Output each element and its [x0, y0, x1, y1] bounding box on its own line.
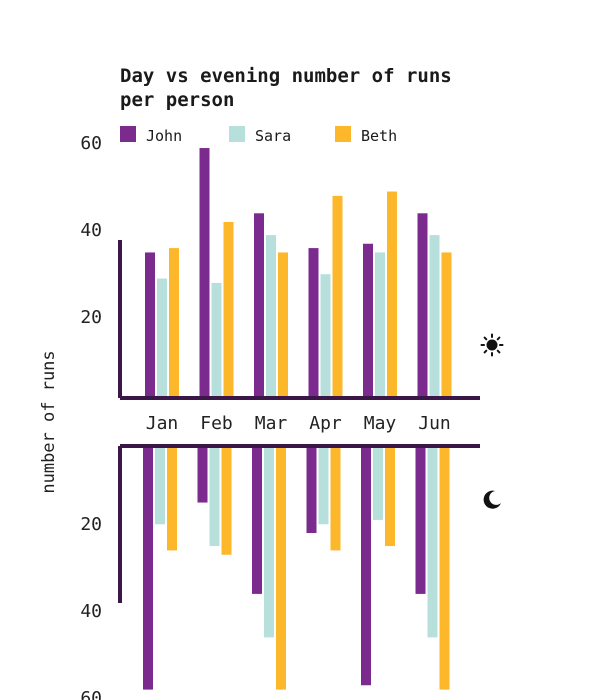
bar-evening-beth-may — [385, 446, 395, 547]
y-tick-evening-20: 20 — [80, 514, 102, 535]
bar-evening-john-mar — [252, 446, 262, 594]
bar-day-john-may — [363, 243, 373, 396]
bar-day-beth-feb — [223, 222, 234, 396]
bar-day-beth-apr — [332, 195, 343, 396]
chart-title-line-2: per person — [120, 89, 234, 111]
month-labels: Jan Feb Mar Apr May Jun — [146, 413, 451, 434]
bar-day-sara-mar — [266, 235, 276, 396]
month-label-feb: Feb — [200, 413, 233, 434]
bar-evening-beth-feb — [221, 446, 232, 555]
bar-evening-sara-may — [373, 446, 383, 520]
bar-day-john-jan — [145, 252, 155, 396]
bar-day-john-feb — [199, 148, 210, 396]
bar-day-sara-jun — [429, 235, 440, 396]
bar-evening-john-feb — [197, 446, 208, 503]
bar-evening-sara-feb — [209, 446, 220, 547]
legend-swatch-john — [120, 126, 136, 142]
month-label-jan: Jan — [146, 413, 179, 434]
bar-day-beth-may — [387, 191, 397, 396]
bars — [143, 148, 452, 690]
bar-evening-beth-jun — [439, 446, 450, 690]
month-label-mar: Mar — [255, 413, 288, 434]
bar-day-sara-apr — [320, 274, 331, 396]
y-tick-day-60: 60 — [80, 133, 102, 154]
y-tick-day-20: 20 — [80, 307, 102, 328]
chart-title-line-1: Day vs evening number of runs — [120, 65, 452, 87]
legend-label-sara: Sara — [255, 127, 291, 145]
y-tick-day-40: 40 — [80, 220, 102, 241]
month-label-apr: Apr — [309, 413, 342, 434]
bar-day-john-mar — [254, 213, 264, 396]
legend-label-john: John — [146, 127, 182, 145]
bar-evening-sara-jan — [155, 446, 165, 525]
y-tick-evening-60: 60 — [80, 688, 102, 700]
legend-swatch-beth — [335, 126, 351, 142]
bar-evening-sara-mar — [264, 446, 274, 638]
bar-evening-beth-jan — [167, 446, 177, 551]
sun-icon — [480, 333, 504, 357]
bar-day-john-apr — [308, 248, 319, 396]
month-label-may: May — [364, 413, 397, 434]
bar-day-sara-may — [375, 252, 385, 396]
y-ticks: 60 40 20 20 40 60 — [80, 133, 102, 700]
legend: John Sara Beth — [120, 126, 397, 145]
bar-day-beth-mar — [278, 252, 288, 396]
legend-label-beth: Beth — [361, 127, 397, 145]
y-tick-evening-40: 40 — [80, 601, 102, 622]
bar-evening-beth-apr — [330, 446, 341, 551]
bar-day-sara-feb — [211, 282, 222, 396]
month-label-jun: Jun — [418, 413, 451, 434]
bar-evening-john-may — [361, 446, 371, 686]
bar-evening-john-apr — [306, 446, 317, 533]
bar-evening-john-jun — [415, 446, 426, 594]
legend-swatch-sara — [229, 126, 245, 142]
bar-day-sara-jan — [157, 278, 167, 396]
bar-evening-sara-apr — [318, 446, 329, 525]
bar-day-john-jun — [417, 213, 428, 396]
bar-day-beth-jun — [441, 252, 452, 396]
bar-evening-beth-mar — [276, 446, 286, 690]
bar-day-beth-jan — [169, 248, 179, 396]
y-axis-label: number of runs — [39, 350, 59, 493]
bar-evening-john-jan — [143, 446, 153, 690]
moon-icon — [483, 490, 501, 509]
bar-evening-sara-jun — [427, 446, 438, 638]
